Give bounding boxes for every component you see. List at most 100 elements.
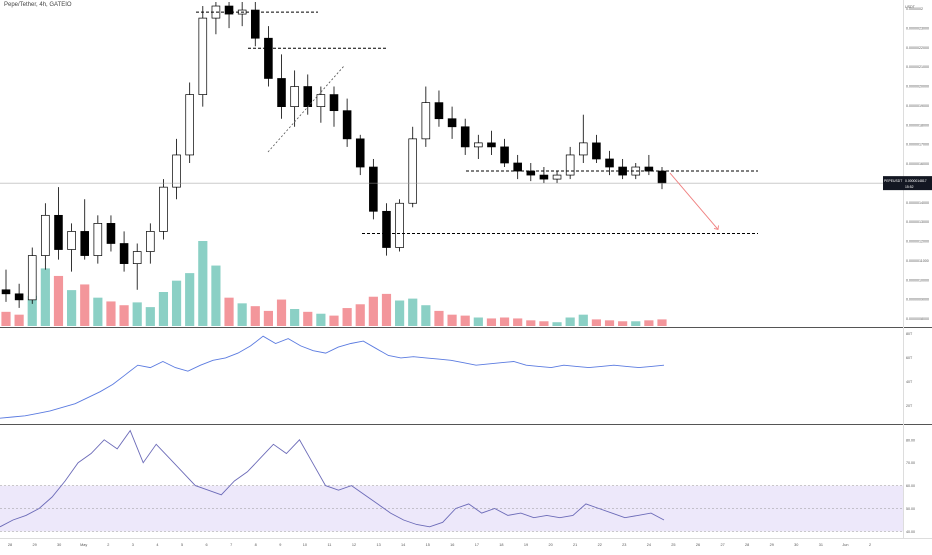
candle-body <box>132 251 142 264</box>
volume-bar <box>329 315 339 326</box>
candle-body <box>342 110 352 140</box>
volume-bar <box>644 320 654 326</box>
price-badge-countdown: 15:52 <box>905 185 914 189</box>
price-tick-label: 0.0000011000 <box>906 259 929 263</box>
candle-body <box>434 102 444 120</box>
candle-body <box>578 142 588 156</box>
candle-body <box>644 166 654 172</box>
rsi-band <box>0 485 903 532</box>
time-tick-label: 6 <box>206 543 208 547</box>
time-tick-label: 26 <box>696 543 700 547</box>
candle-body <box>159 186 168 232</box>
candle-body <box>592 142 601 160</box>
volume-bar <box>316 313 326 326</box>
volume-bar <box>565 317 575 326</box>
time-tick-label: 29 <box>770 543 774 547</box>
candle-body <box>93 223 103 256</box>
time-tick-label: 12 <box>352 543 356 547</box>
time-tick-label: 21 <box>573 543 577 547</box>
volume-bar <box>355 304 365 326</box>
candle-body <box>277 78 286 107</box>
volume-bar <box>486 318 497 326</box>
price-tick-label: 0.0000018000 <box>906 123 929 127</box>
candle-body <box>395 202 404 248</box>
rsi-tick-label: 50.00 <box>906 507 915 511</box>
candle-body <box>539 174 549 180</box>
candle-body <box>487 142 496 148</box>
volume-bar <box>631 321 641 326</box>
volume-bar <box>53 275 64 326</box>
time-tick-label: 14 <box>401 543 405 547</box>
time-tick-label: 27 <box>720 543 724 547</box>
volume-bar <box>342 308 352 326</box>
volume-bar <box>250 306 260 326</box>
candle-body <box>198 17 208 95</box>
volume-bar <box>132 302 142 326</box>
candle-body <box>552 174 562 180</box>
time-tick-label: 2 <box>107 543 109 547</box>
volume-bar <box>67 290 77 326</box>
candle-body <box>14 293 24 301</box>
volume-bar <box>27 295 37 326</box>
volume-bar <box>158 292 169 326</box>
time-tick-label: May <box>80 543 87 547</box>
time-tick-label: 24 <box>647 543 651 547</box>
time-tick-label: 30 <box>794 543 798 547</box>
volume-bar <box>145 307 155 326</box>
price-tick-label: 0.0000010000 <box>906 278 929 282</box>
candle-body <box>329 94 339 112</box>
volume-bar <box>1 311 11 326</box>
oscillator-tick-label: 40T <box>906 380 913 384</box>
price-tick-label: 0.0000021000 <box>906 65 929 69</box>
time-tick-label: 23 <box>622 543 626 547</box>
candle-body <box>224 5 234 15</box>
volume-bar <box>368 296 378 326</box>
candle-body <box>605 158 614 168</box>
time-tick-label: 7 <box>230 543 232 547</box>
time-tick-label: 18 <box>499 543 503 547</box>
axis-unit: USDT <box>905 5 916 9</box>
candle-body <box>408 138 418 204</box>
candle-body <box>460 126 470 148</box>
candle-body <box>474 142 483 148</box>
price-tick-label: 0.0000012000 <box>906 240 929 244</box>
time-tick-label: 15 <box>426 543 430 547</box>
projection-arrow <box>669 172 719 230</box>
volume-bar <box>421 305 431 326</box>
price-tick-label: 0.0000016000 <box>906 162 929 166</box>
oscillator-line <box>0 335 665 419</box>
volume-bar <box>119 305 129 326</box>
volume-bar <box>80 284 90 326</box>
time-tick-label: 16 <box>450 543 454 547</box>
candle-body <box>250 9 260 39</box>
volume-bar <box>237 303 247 326</box>
volume-bar <box>198 241 208 326</box>
volume-bar <box>171 280 182 326</box>
candle-body <box>316 94 326 107</box>
volume-bar <box>513 318 523 326</box>
price-tick-label: 0.0000008000 <box>906 317 929 321</box>
volume-bar <box>460 315 470 326</box>
volume-bar <box>591 319 601 326</box>
rsi-tick-label: 70.00 <box>906 461 915 465</box>
volume-bar <box>381 293 392 326</box>
time-tick-label: 9 <box>279 543 281 547</box>
rsi-line <box>0 429 665 528</box>
volume-bar <box>395 300 405 326</box>
candle-body <box>421 102 431 140</box>
time-tick-label: 31 <box>819 543 823 547</box>
volume-bar <box>552 322 562 326</box>
candle-body <box>290 86 299 108</box>
arrow-head <box>713 225 719 230</box>
candle-body <box>41 214 50 256</box>
time-tick-label: 17 <box>475 543 479 547</box>
time-tick-label: 28 <box>745 543 749 547</box>
price-tick-label: 0.0000002 <box>906 7 923 11</box>
volume-bar <box>263 310 273 326</box>
volume-bar <box>618 321 628 326</box>
candle-body <box>67 231 76 250</box>
volume-bar <box>106 301 116 326</box>
volume-bar <box>526 320 536 326</box>
candle-body <box>264 37 273 79</box>
